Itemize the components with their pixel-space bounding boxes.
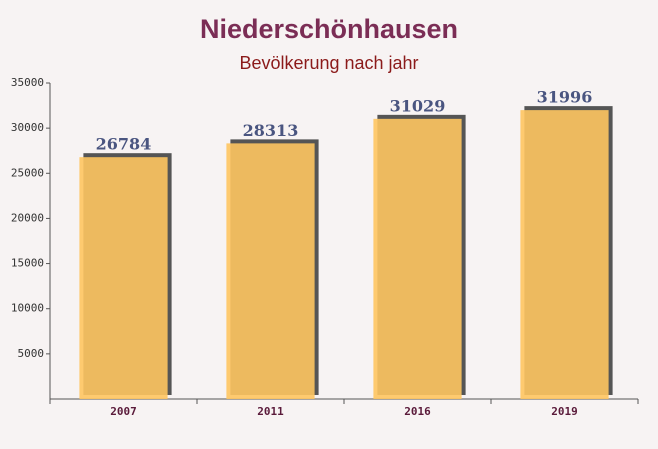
bar <box>226 143 315 399</box>
y-tick-label: 10000 <box>11 302 44 315</box>
value-label: 28313 <box>243 121 299 140</box>
y-tick-label: 15000 <box>11 257 44 270</box>
x-tick-label: 2019 <box>551 405 578 418</box>
y-tick-label: 25000 <box>11 166 44 179</box>
y-tick-label: 35000 <box>11 76 44 89</box>
y-tick-label: 5000 <box>18 347 45 360</box>
y-tick-label: 20000 <box>11 211 44 224</box>
x-tick-label: 2016 <box>404 405 431 418</box>
bar <box>373 118 462 400</box>
bar <box>520 110 609 399</box>
value-label: 31996 <box>537 88 593 107</box>
value-label: 26784 <box>96 135 152 154</box>
y-tick-label: 30000 <box>11 121 44 134</box>
value-label: 31029 <box>390 96 446 115</box>
bar <box>79 157 168 399</box>
chart-title: Niederschönhausen <box>200 14 458 44</box>
x-tick-label: 2007 <box>110 405 137 418</box>
x-tick-label: 2011 <box>257 405 284 418</box>
chart-subtitle: Bevölkerung nach jahr <box>239 53 418 73</box>
